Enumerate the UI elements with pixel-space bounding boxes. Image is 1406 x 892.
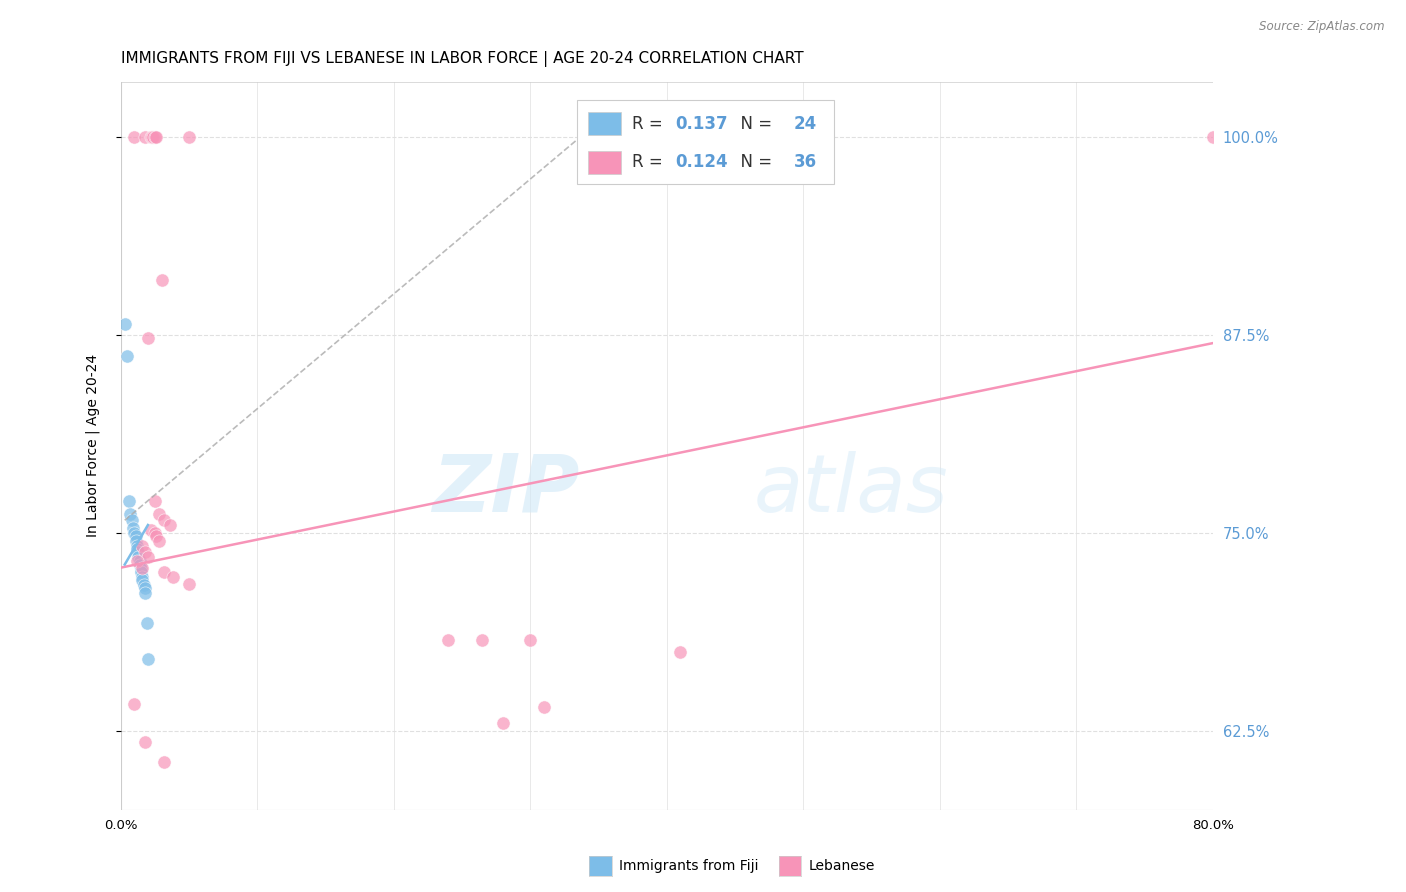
Point (129, 566, 152, 580)
Point (153, 513, 176, 527)
Point (1202, 130, 1225, 145)
Point (162, 570, 184, 584)
Point (120, 507, 142, 521)
Text: 24: 24 (793, 114, 817, 133)
Point (669, 644, 692, 658)
Point (124, 525, 146, 540)
Point (118, 494, 141, 508)
Point (132, 578, 155, 592)
Point (177, 576, 200, 591)
Point (131, 539, 153, 553)
Point (143, 130, 166, 145)
Text: 0.124: 0.124 (675, 153, 728, 171)
Point (136, 549, 159, 564)
Point (148, 533, 170, 548)
Point (519, 633, 541, 648)
FancyBboxPatch shape (588, 112, 621, 136)
Point (145, 529, 167, 543)
Point (125, 554, 148, 568)
Y-axis label: In Labor Force | Age 20-24: In Labor Force | Age 20-24 (86, 354, 100, 538)
Point (134, 586, 156, 600)
Point (131, 574, 153, 588)
Point (125, 539, 148, 553)
Text: IMMIGRANTS FROM FIJI VS LEBANESE IN LABOR FORCE | AGE 20-24 CORRELATION CHART: IMMIGRANTS FROM FIJI VS LEBANESE IN LABO… (121, 51, 803, 67)
Text: Source: ZipAtlas.com: Source: ZipAtlas.com (1260, 20, 1385, 33)
Point (131, 570, 153, 584)
Text: N =: N = (730, 114, 778, 133)
Point (125, 541, 148, 556)
Point (124, 529, 146, 543)
Point (471, 633, 494, 648)
Point (124, 533, 146, 548)
Point (134, 130, 156, 145)
Point (122, 521, 145, 535)
Text: R =: R = (631, 153, 668, 171)
Point (145, 130, 167, 145)
Point (127, 549, 149, 564)
Point (177, 130, 200, 145)
Point (121, 513, 143, 527)
FancyBboxPatch shape (578, 100, 834, 184)
Point (131, 560, 153, 574)
Point (135, 615, 157, 630)
Text: 0.137: 0.137 (675, 114, 728, 133)
Text: ZIP: ZIP (432, 450, 579, 529)
Point (143, 494, 166, 508)
Point (153, 756, 176, 770)
Text: Immigrants from Fiji: Immigrants from Fiji (619, 859, 758, 873)
Point (124, 697, 146, 711)
Point (134, 734, 156, 748)
Point (136, 331, 159, 345)
Point (134, 581, 156, 595)
Point (150, 273, 173, 287)
Point (136, 652, 159, 666)
Point (124, 130, 146, 145)
Point (437, 633, 460, 648)
Point (142, 130, 165, 145)
Text: 36: 36 (793, 153, 817, 171)
Point (117, 349, 139, 363)
Point (153, 566, 176, 580)
Text: Lebanese: Lebanese (808, 859, 875, 873)
Text: N =: N = (730, 153, 778, 171)
Point (148, 507, 170, 521)
Point (492, 715, 515, 730)
Point (134, 545, 156, 559)
Point (129, 562, 152, 576)
Point (533, 699, 555, 714)
Point (128, 558, 150, 572)
Point (127, 545, 149, 559)
Point (139, 523, 162, 537)
Point (159, 518, 181, 533)
Text: atlas: atlas (754, 450, 949, 529)
FancyBboxPatch shape (588, 151, 621, 174)
Point (128, 554, 150, 568)
Text: R =: R = (631, 114, 668, 133)
Point (114, 317, 136, 331)
Point (143, 525, 166, 540)
Point (141, 130, 163, 145)
Point (139, 130, 162, 145)
